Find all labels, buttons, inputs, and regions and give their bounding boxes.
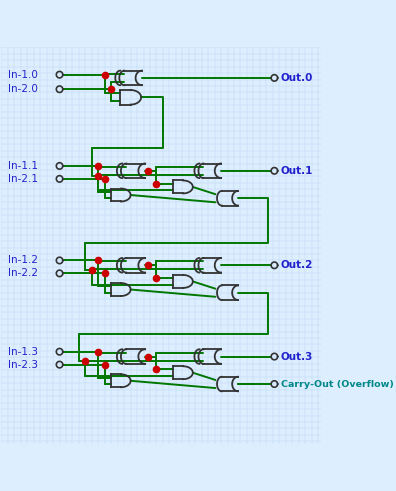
Text: In-2.1: In-2.1 xyxy=(8,174,38,184)
Text: In-2.0: In-2.0 xyxy=(8,84,38,94)
Text: Out.1: Out.1 xyxy=(281,166,313,176)
Text: In-1.0: In-1.0 xyxy=(8,70,38,80)
Text: In-1.2: In-1.2 xyxy=(8,255,38,266)
Text: Out.2: Out.2 xyxy=(281,260,313,270)
Text: In-2.3: In-2.3 xyxy=(8,359,38,370)
Text: In-2.2: In-2.2 xyxy=(8,269,38,278)
Text: Out.0: Out.0 xyxy=(281,73,313,83)
Text: In-1.1: In-1.1 xyxy=(8,161,38,171)
Text: In-1.3: In-1.3 xyxy=(8,347,38,356)
Text: Carry-Out (Overflow): Carry-Out (Overflow) xyxy=(281,380,394,388)
Text: Out.3: Out.3 xyxy=(281,352,313,361)
